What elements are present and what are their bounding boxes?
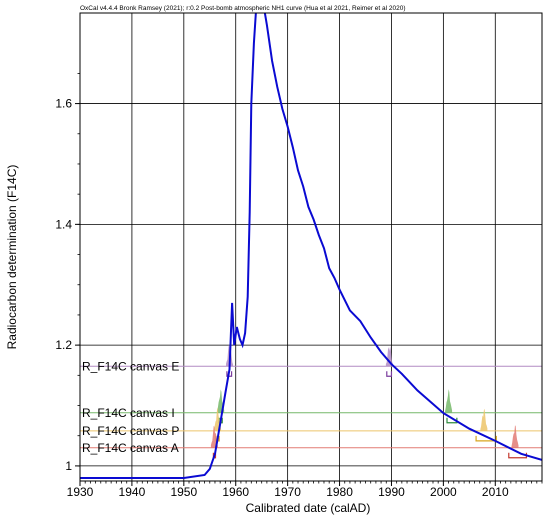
x-tick-label: 1960 — [222, 485, 249, 499]
x-tick-label: 1940 — [119, 485, 146, 499]
x-tick-label: 1990 — [378, 485, 405, 499]
sample-labels: R_F14C canvas E R_F14C canvas I R_F14C can… — [82, 359, 179, 455]
x-tick-label: 1950 — [170, 485, 197, 499]
probability-peak — [445, 389, 453, 413]
y-tick-label: 1.2 — [55, 338, 72, 352]
x-tick-label: 2000 — [430, 485, 457, 499]
y-tick-label: 1.6 — [55, 97, 72, 111]
probability-peak — [480, 408, 488, 431]
y-tick-label: 1 — [65, 459, 72, 473]
range-bracket — [386, 371, 393, 377]
sample-label: R_F14C canvas P — [82, 424, 179, 438]
y-axis-title: Radiocarbon determination (F14C) — [5, 165, 19, 350]
sample-label: R_F14C canvas I — [82, 406, 175, 420]
sample-label: R_F14C canvas E — [82, 359, 179, 373]
x-axis-ticks: 1930 1940 1950 1960 1970 1980 1990 2000 2010 — [67, 481, 543, 499]
probability-peak — [511, 425, 519, 448]
range-bracket — [475, 435, 497, 442]
calibration-curve — [80, 13, 542, 479]
x-tick-label: 2010 — [482, 485, 509, 499]
x-axis-title: Calibrated date (calAD) — [246, 501, 371, 515]
chart-credit: OxCal v4.4.4 Bronk Ramsey (2021); r:0.2 … — [80, 5, 406, 12]
y-tick-label: 1.4 — [55, 217, 72, 231]
calibration-curve-line — [80, 13, 542, 479]
plot-area-border — [79, 12, 543, 482]
x-tick-label: 1930 — [67, 485, 94, 499]
x-tick-label: 1970 — [274, 485, 301, 499]
y-axis-ticks: 1 1.2 1.4 1.6 — [55, 72, 80, 473]
x-tick-label: 1980 — [326, 485, 353, 499]
sample-label: R_F14C canvas A — [82, 441, 179, 455]
grid — [80, 13, 542, 481]
